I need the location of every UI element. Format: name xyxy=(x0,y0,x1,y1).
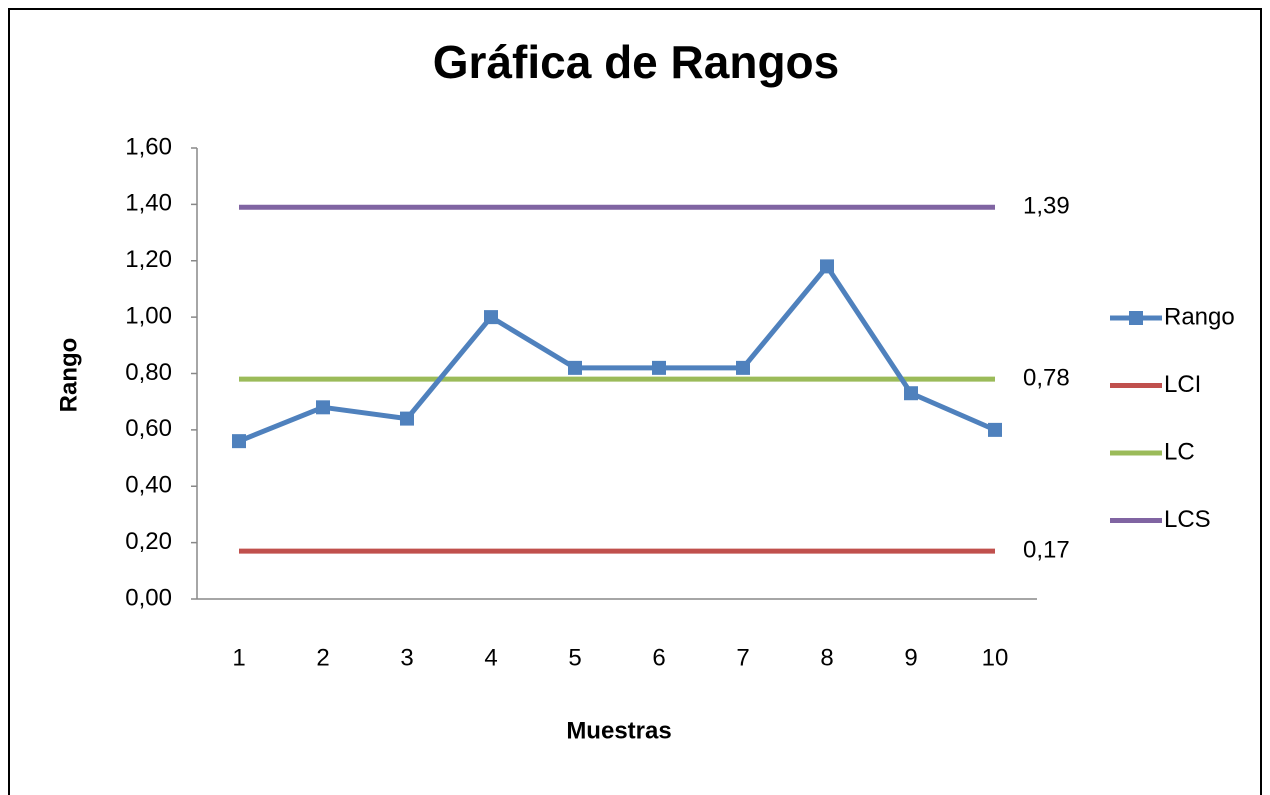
data-point xyxy=(820,259,834,274)
x-tick-label: 9 xyxy=(904,644,917,671)
legend-label: LCI xyxy=(1164,371,1201,398)
data-point xyxy=(484,310,498,325)
legend-marker xyxy=(1129,311,1143,325)
x-tick-label: 7 xyxy=(736,644,749,671)
chart-title: Gráfica de Rangos xyxy=(433,36,839,88)
x-axis-label: Muestras xyxy=(566,717,671,744)
y-tick-label: 0,80 xyxy=(125,359,172,386)
legend-label: LC xyxy=(1164,438,1195,465)
x-tick-label: 6 xyxy=(652,644,665,671)
x-tick-label: 4 xyxy=(484,644,497,671)
y-tick-label: 0,60 xyxy=(125,415,172,442)
y-tick-label: 1,40 xyxy=(125,190,172,217)
x-tick-label: 2 xyxy=(316,644,329,671)
y-tick-label: 0,40 xyxy=(125,472,172,499)
x-tick-label: 3 xyxy=(400,644,413,671)
data-point xyxy=(652,360,666,375)
data-point xyxy=(988,422,1002,437)
x-tick-label: 5 xyxy=(568,644,581,671)
y-axis-label: Rango xyxy=(55,338,82,413)
y-tick-label: 1,00 xyxy=(125,302,172,329)
y-tick-label: 1,20 xyxy=(125,246,172,273)
data-point xyxy=(736,360,750,375)
data-point xyxy=(904,386,918,401)
x-tick-label: 8 xyxy=(820,644,833,671)
chart-frame xyxy=(8,8,1262,795)
series-line xyxy=(238,263,996,444)
data-point xyxy=(400,411,414,426)
data-label: 0,78 xyxy=(1023,364,1070,391)
y-tick-label: 0,20 xyxy=(125,528,172,555)
data-point xyxy=(568,360,582,375)
data-label: 1,39 xyxy=(1023,193,1070,220)
data-label: 0,17 xyxy=(1023,536,1070,563)
y-tick-label: 1,60 xyxy=(125,133,172,160)
x-tick-label: 10 xyxy=(982,644,1009,671)
legend-label: Rango xyxy=(1164,303,1235,330)
x-tick-label: 1 xyxy=(232,644,245,671)
y-tick-label: 0,00 xyxy=(125,584,172,611)
data-point xyxy=(232,434,246,449)
data-point xyxy=(316,400,330,415)
legend-label: LCS xyxy=(1164,506,1211,533)
